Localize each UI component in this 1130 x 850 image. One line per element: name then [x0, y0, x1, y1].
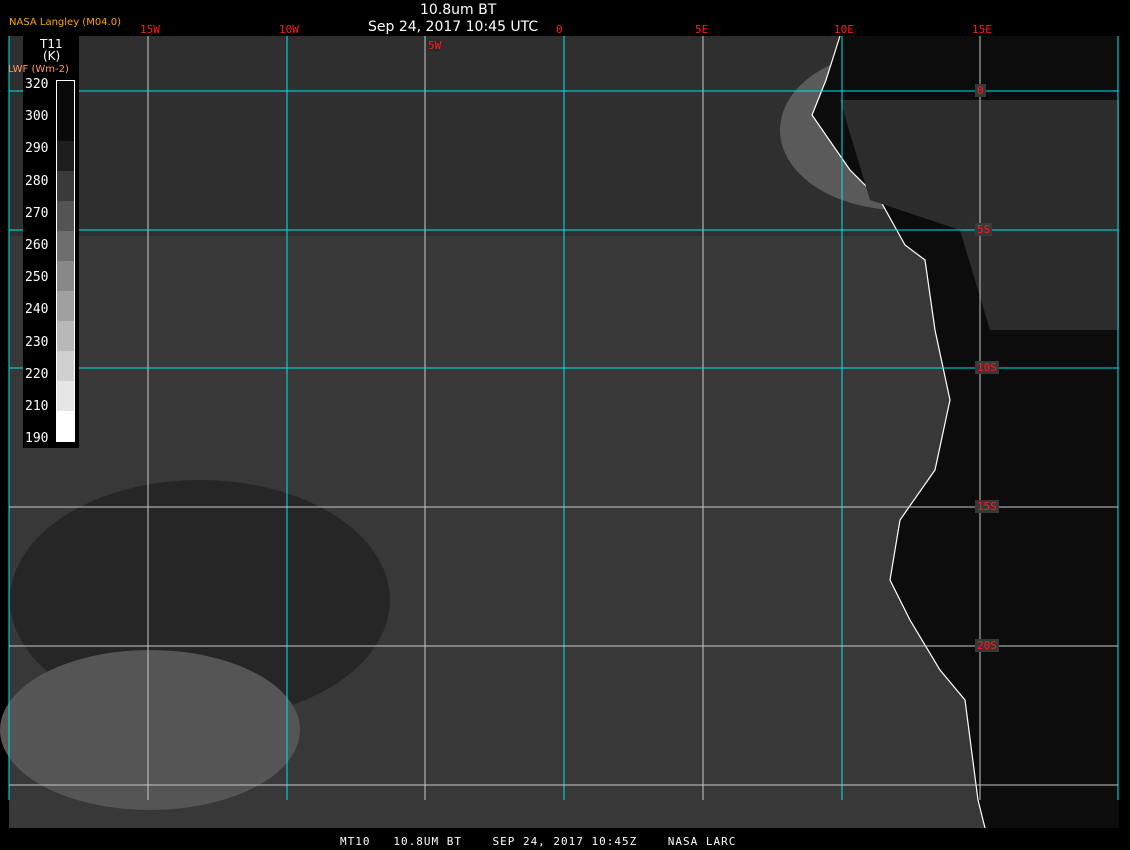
legend-tick: 230: [25, 334, 49, 350]
provider-label: NASA Langley (M04.0): [9, 17, 121, 28]
longitude-label: 5E: [695, 23, 709, 36]
legend-swatch: [57, 171, 74, 201]
legend-swatch: [57, 201, 74, 231]
latitude-label: 5S: [975, 223, 993, 236]
legend-swatch: [57, 321, 74, 351]
legend-swatch: [57, 291, 74, 321]
legend-tick: 320: [25, 77, 49, 92]
lat-lon-grid: [8, 36, 1119, 800]
legend-tick: 210: [25, 399, 49, 414]
legend-tick: 270: [25, 205, 49, 221]
legend-swatch: [57, 111, 74, 141]
legend-tick: 290: [25, 141, 49, 157]
longitude-label: 15W: [140, 23, 160, 36]
legend-swatch: [57, 81, 74, 111]
longitude-label: 5W: [428, 39, 442, 52]
legend-swatch: [57, 141, 74, 171]
longitude-label: 10E: [834, 23, 854, 36]
legend-swatch: [57, 411, 74, 441]
latitude-label: 10S: [975, 361, 999, 374]
legend-tick: 220: [25, 366, 49, 382]
legend-tick: 240: [25, 302, 49, 318]
legend-swatch: [57, 381, 74, 411]
color-legend: T11 (K) 320 300 290 280 270 260 250 240 230 220 21…: [23, 36, 79, 448]
legend-swatch: [57, 231, 74, 261]
latitude-label: 15S: [975, 500, 999, 513]
legend-var1: T11: [40, 37, 63, 51]
legend-tick: 260: [25, 238, 49, 253]
footer-caption: MT10 10.8UM BT SEP 24, 2017 10:45Z NASA …: [340, 835, 737, 848]
latitude-label: 0: [975, 84, 986, 97]
longitude-label: 0: [556, 23, 563, 36]
legend-tick: 280: [25, 173, 49, 189]
image-datetime: Sep 24, 2017 10:45 UTC: [368, 19, 539, 35]
legend-colorbar: [56, 80, 75, 442]
legend-tick: 300: [25, 109, 49, 125]
image-title: 10.8um BT: [420, 2, 497, 18]
legend-swatch: [57, 351, 74, 381]
legend-unit1: (K): [43, 49, 61, 63]
legend-swatch: [57, 261, 74, 291]
coastline: [811, 35, 986, 829]
legend-tick: 190: [25, 431, 49, 447]
longitude-label: 15E: [972, 23, 992, 36]
legend-var2: LWF (Wm-2): [8, 64, 69, 75]
legend-tick: 250: [25, 270, 49, 286]
latitude-label: 20S: [975, 639, 999, 652]
longitude-label: 10W: [279, 23, 299, 36]
